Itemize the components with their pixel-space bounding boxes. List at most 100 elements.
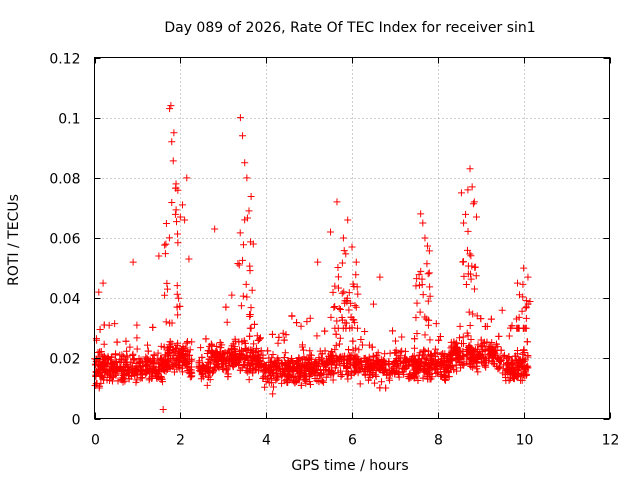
data-point [117,356,125,364]
data-point [415,351,423,359]
data-point [411,335,419,343]
data-point [350,361,358,369]
data-point [477,315,485,323]
data-point [174,230,182,238]
data-point [183,338,191,346]
data-point [354,324,362,332]
x-tick-label: 2 [176,433,185,449]
data-point [252,344,260,352]
data-point [187,355,195,363]
data-point [100,321,108,329]
data-point [327,371,335,379]
data-point [245,207,253,215]
data-point [148,375,156,383]
data-point [352,271,360,279]
data-point [523,338,531,346]
data-point [119,375,127,383]
data-point [412,358,420,366]
data-point [123,347,131,355]
data-point [211,363,219,371]
data-point [282,331,290,339]
data-point [336,305,344,313]
data-point [161,241,169,249]
data-point [142,369,150,377]
data-point [198,370,206,378]
data-point [424,297,432,305]
data-point [158,359,166,367]
data-point [250,340,258,348]
data-point [161,351,169,359]
data-point [179,368,187,376]
data-point [245,376,253,384]
data-point [235,261,243,269]
data-point [521,365,529,373]
data-point [464,270,472,278]
data-point [91,382,99,390]
data-point [332,330,340,338]
data-point [108,360,116,368]
data-point [168,138,176,146]
data-point [469,310,477,318]
data-point [142,358,150,366]
data-point [419,374,427,382]
data-point [169,157,177,165]
data-point [519,293,527,301]
data-point [353,353,361,361]
data-point [160,343,168,351]
data-point [485,345,493,353]
data-point [280,354,288,362]
data-point [437,357,445,365]
data-point [321,327,329,335]
data-point [372,366,380,374]
data-point [450,338,458,346]
data-point [126,343,134,351]
data-point [227,352,235,360]
data-point [161,250,169,258]
data-point [149,354,157,362]
data-point [417,210,425,218]
data-point [247,304,255,312]
data-point [306,314,314,322]
data-point [398,333,406,341]
data-point [459,333,467,341]
data-point [244,359,252,367]
data-point [405,362,413,370]
data-point [385,360,393,368]
data-point [239,241,247,249]
data-point [474,368,482,376]
data-point [288,312,296,320]
data-point [416,308,424,316]
data-point [411,344,419,352]
data-point [165,234,173,242]
data-point [138,366,146,374]
data-point [322,361,330,369]
data-point [497,346,505,354]
data-point [505,332,513,340]
data-point [261,383,269,391]
data-point [178,201,186,209]
data-point [281,359,289,367]
data-point [160,367,168,375]
data-point [129,258,137,266]
data-point [447,344,455,352]
data-point [457,364,465,372]
data-point [301,356,309,364]
data-point [202,335,210,343]
data-point [155,252,163,260]
data-point [386,376,394,384]
data-point [264,347,272,355]
data-point [462,281,470,289]
data-point [273,370,281,378]
data-point [460,360,468,368]
data-point [502,374,510,382]
data-point [167,102,175,110]
data-point [431,345,439,353]
data-point [413,299,421,307]
data-point [239,292,247,300]
data-point [246,324,254,332]
axis-ticks [94,57,611,420]
data-point [446,363,454,371]
data-point [235,338,243,346]
data-point [416,359,424,367]
data-point [99,366,107,374]
